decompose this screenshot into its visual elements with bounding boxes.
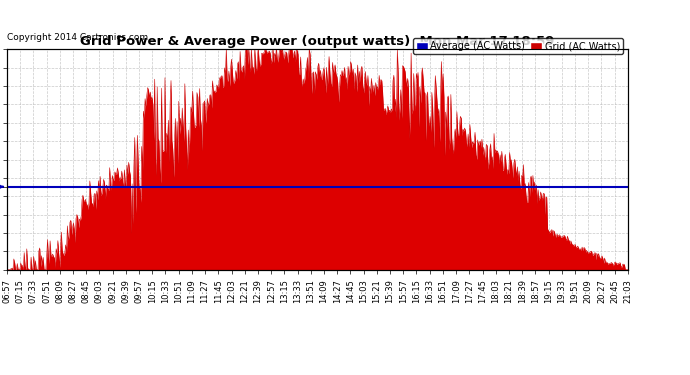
Legend: Average (AC Watts), Grid (AC Watts): Average (AC Watts), Grid (AC Watts): [413, 38, 623, 54]
Title: Grid Power & Average Power (output watts)  Mon Mar 17 18:59: Grid Power & Average Power (output watts…: [80, 34, 555, 48]
Text: Copyright 2014 Cartronics.com: Copyright 2014 Cartronics.com: [7, 33, 148, 42]
